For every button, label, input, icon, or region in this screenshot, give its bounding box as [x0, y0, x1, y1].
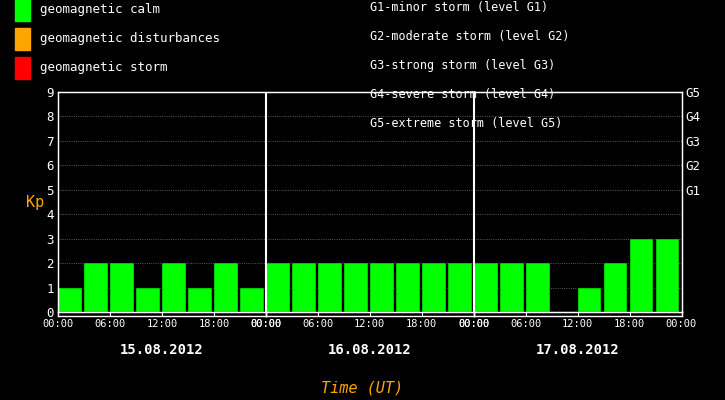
Text: geomagnetic calm: geomagnetic calm: [40, 4, 160, 16]
Bar: [526, 263, 550, 312]
Text: 15.08.2012: 15.08.2012: [120, 343, 204, 357]
Bar: [473, 263, 497, 312]
Text: 17.08.2012: 17.08.2012: [536, 343, 619, 357]
Bar: [162, 263, 186, 312]
Bar: [578, 288, 602, 312]
Bar: [240, 288, 264, 312]
Text: geomagnetic disturbances: geomagnetic disturbances: [40, 32, 220, 45]
Bar: [629, 239, 653, 312]
Bar: [447, 263, 471, 312]
Bar: [266, 263, 290, 312]
Bar: [84, 263, 108, 312]
Bar: [422, 263, 446, 312]
Bar: [214, 263, 238, 312]
Bar: [58, 288, 82, 312]
Bar: [500, 263, 523, 312]
Bar: [188, 288, 212, 312]
Text: G3-strong storm (level G3): G3-strong storm (level G3): [370, 59, 555, 72]
Bar: [370, 263, 394, 312]
Text: G1-minor storm (level G1): G1-minor storm (level G1): [370, 2, 548, 14]
Bar: [396, 263, 420, 312]
Bar: [655, 239, 679, 312]
Text: G2-moderate storm (level G2): G2-moderate storm (level G2): [370, 30, 569, 43]
Text: 16.08.2012: 16.08.2012: [328, 343, 412, 357]
Text: geomagnetic storm: geomagnetic storm: [40, 61, 167, 74]
Y-axis label: Kp: Kp: [26, 194, 44, 210]
Text: Time (UT): Time (UT): [321, 380, 404, 396]
Bar: [344, 263, 368, 312]
Bar: [110, 263, 134, 312]
Bar: [291, 263, 315, 312]
Bar: [318, 263, 341, 312]
Text: G5-extreme storm (level G5): G5-extreme storm (level G5): [370, 117, 562, 130]
Bar: [603, 263, 627, 312]
Bar: [136, 288, 160, 312]
Text: G4-severe storm (level G4): G4-severe storm (level G4): [370, 88, 555, 101]
